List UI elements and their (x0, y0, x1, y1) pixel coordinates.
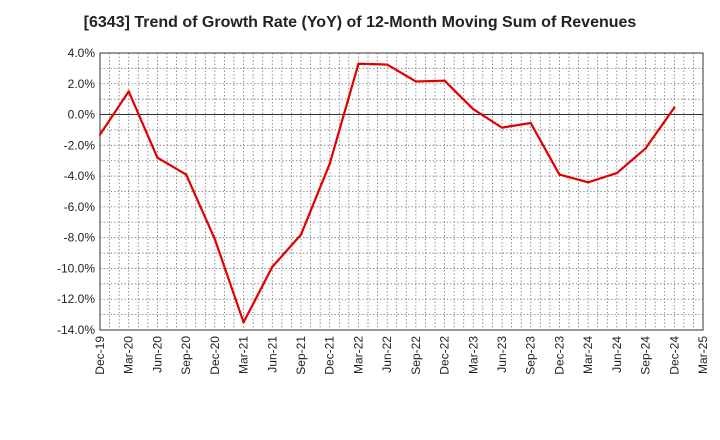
data-point (529, 121, 532, 125)
data-point (385, 63, 389, 66)
x-tick-label: Sep-23 (524, 336, 538, 375)
data-point (184, 173, 188, 176)
x-tick-label: Mar-20 (122, 336, 136, 374)
x-tick-label: Jun-24 (610, 336, 624, 373)
x-tick-label: Sep-21 (294, 336, 308, 375)
y-tick-label: -14.0% (57, 323, 95, 337)
x-tick-label: Dec-24 (667, 336, 681, 375)
data-point (127, 90, 130, 93)
x-tick-label: Dec-19 (93, 336, 107, 375)
data-point (472, 107, 475, 111)
data-point (357, 62, 360, 65)
y-tick-label: 2.0% (68, 77, 96, 91)
y-tick-label: -6.0% (64, 200, 96, 214)
data-point (414, 80, 418, 83)
x-tick-label: Dec-22 (438, 336, 452, 375)
x-tick-label: Mar-22 (351, 336, 365, 374)
x-tick-label: Jun-20 (150, 336, 164, 373)
data-point (558, 173, 561, 176)
data-point (644, 147, 647, 150)
x-tick-label: Mar-21 (237, 336, 251, 374)
data-point (242, 321, 245, 324)
y-tick-label: -12.0% (57, 292, 95, 306)
x-tick-label: Jun-23 (495, 336, 509, 373)
y-tick-label: -2.0% (64, 138, 96, 152)
data-point (299, 233, 303, 236)
data-point (615, 171, 619, 175)
data-point (500, 126, 504, 129)
y-tick-label: -8.0% (64, 231, 96, 245)
x-tick-label: Jun-22 (380, 336, 394, 373)
y-tick-label: 4.0% (68, 46, 96, 60)
x-tick-label: Sep-24 (639, 336, 653, 375)
data-point (271, 265, 274, 269)
x-tick-label: Jun-21 (265, 336, 279, 373)
x-tick-label: Mar-25 (696, 336, 710, 374)
chart-title: [6343] Trend of Growth Rate (YoY) of 12-… (83, 14, 637, 31)
data-point (328, 162, 331, 165)
y-tick-label: -4.0% (64, 169, 96, 183)
y-tick-label: 0.0% (68, 108, 96, 122)
x-tick-label: Mar-23 (466, 336, 480, 374)
data-point (586, 181, 590, 184)
y-tick-label: -10.0% (57, 261, 95, 275)
x-tick-label: Dec-21 (323, 336, 337, 375)
data-point (443, 79, 446, 82)
plot-frame (99, 52, 704, 331)
data-point (673, 106, 676, 109)
x-tick-label: Sep-22 (409, 336, 423, 375)
x-tick-label: Sep-20 (179, 336, 193, 375)
x-tick-label: Dec-23 (552, 336, 566, 375)
x-tick-label: Dec-20 (208, 336, 222, 375)
data-point (213, 238, 217, 241)
x-tick-label: Mar-24 (581, 336, 595, 374)
data-point (98, 133, 102, 136)
data-point (156, 156, 159, 159)
